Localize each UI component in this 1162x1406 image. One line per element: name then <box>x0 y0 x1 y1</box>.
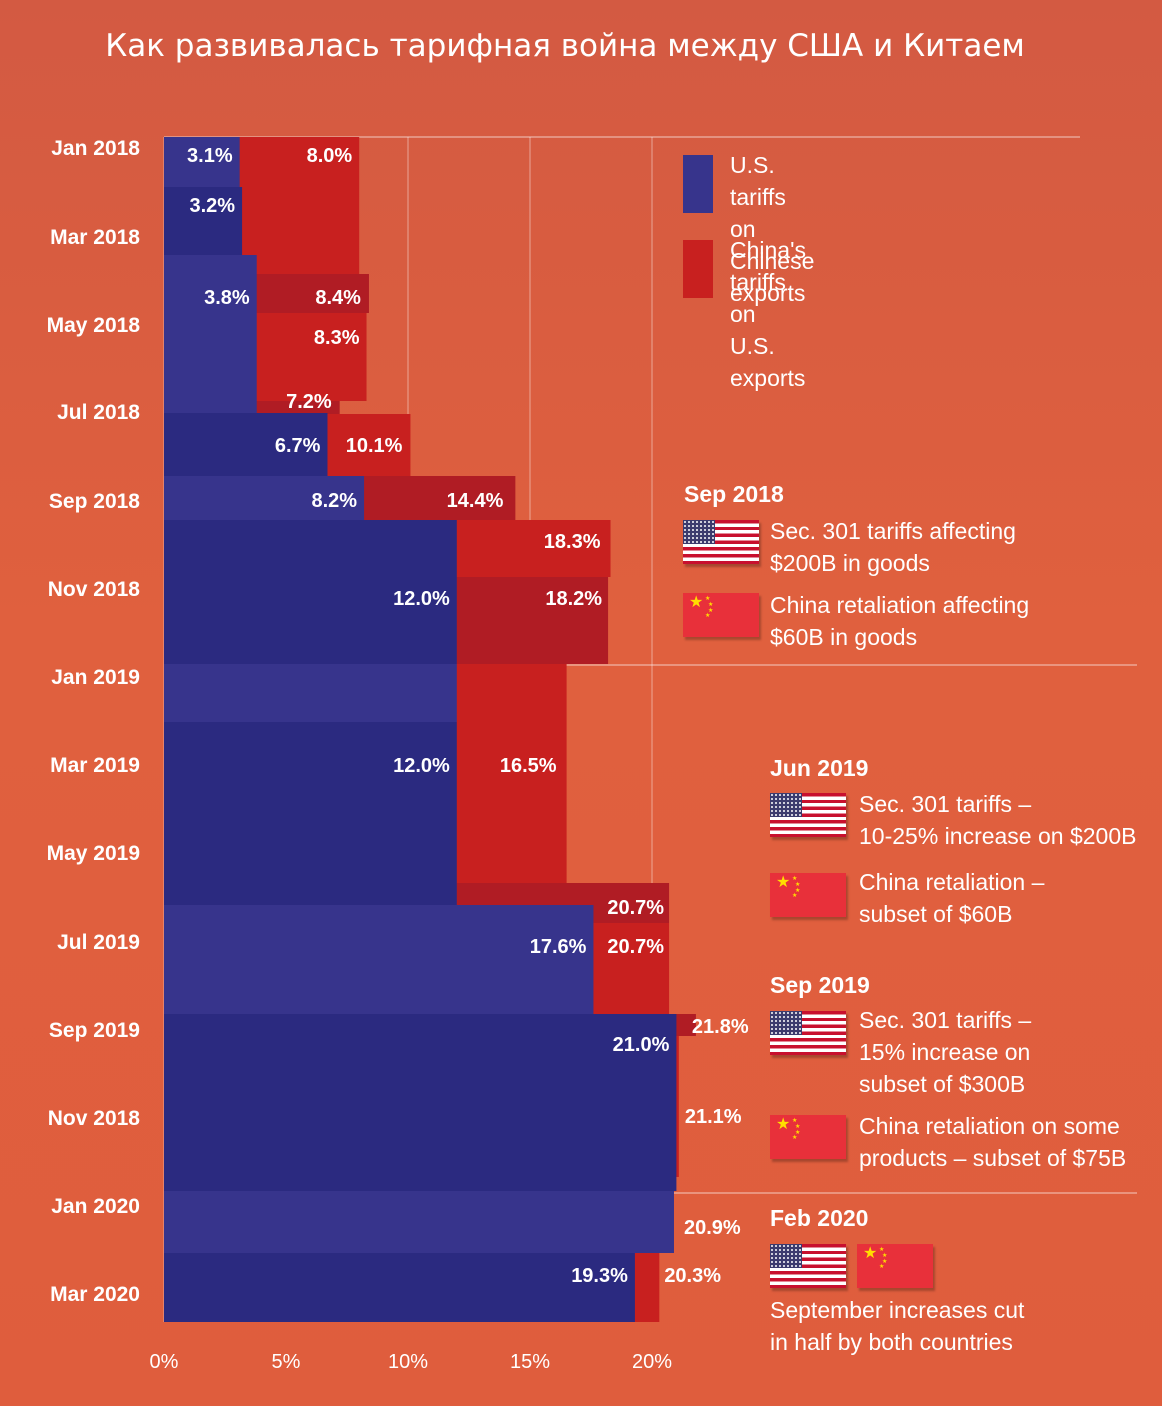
x-tick-label: 5% <box>272 1351 301 1373</box>
us-value-label: 21.0% <box>613 1034 670 1056</box>
china-flag-icon: ★ ★ ★ ★ ★ <box>770 1115 846 1159</box>
china-value-label: 20.7% <box>607 897 664 919</box>
x-tick-label: 0% <box>150 1351 179 1373</box>
china-value-label: 7.2% <box>286 391 332 413</box>
y-axis-label: Sep 2018 <box>49 490 140 513</box>
china-value-label: 8.4% <box>315 287 361 309</box>
china-value-label: 8.3% <box>314 327 360 349</box>
y-axis-label: May 2018 <box>47 314 141 337</box>
us-tariff-bar <box>164 520 457 664</box>
us-tariff-bar <box>164 413 328 476</box>
china-value-label: 18.2% <box>545 588 602 610</box>
china-flag-icon: ★ ★ ★ ★ ★ <box>770 873 846 917</box>
china-value-label: 21.8% <box>692 1016 749 1038</box>
us-tariff-bar <box>164 664 457 722</box>
us-value-label: 17.6% <box>530 936 587 958</box>
annotation-text: China retaliation on some products – sub… <box>859 1113 1127 1171</box>
y-axis-label: Nov 2018 <box>48 578 141 601</box>
us-value-label: 3.1% <box>187 145 233 167</box>
y-axis-label: Jul 2018 <box>57 401 140 424</box>
y-axis-label: Jan 2019 <box>51 666 140 689</box>
china-value-label: 8.0% <box>307 145 353 167</box>
annotation-date: Jun 2019 <box>770 755 869 781</box>
y-axis-label: May 2019 <box>47 842 140 865</box>
china-value-label: 20.9% <box>684 1217 741 1239</box>
annotation-text: Sec. 301 tariffs – 10-25% increase on $2… <box>859 791 1137 849</box>
y-axis-label: Mar 2019 <box>50 754 140 777</box>
annotation-text: China retaliation affecting $60B in good… <box>770 592 1030 650</box>
us-value-label: 8.2% <box>311 490 357 512</box>
legend-us-swatch <box>683 155 713 213</box>
china-flag-icon: ★ ★ ★ ★ ★ <box>683 593 759 637</box>
page-title: Как развивалась тарифная война между США… <box>105 28 1025 64</box>
y-axis-label: Jul 2019 <box>57 931 140 954</box>
us-value-label: 3.8% <box>204 287 250 309</box>
china-value-label: 14.4% <box>447 490 504 512</box>
annotation-text: China retaliation – subset of $60B <box>859 869 1045 927</box>
china-value-label: 16.5% <box>500 755 557 777</box>
us-tariff-bar <box>164 1014 677 1191</box>
us-flag-icon <box>770 1244 846 1288</box>
us-tariff-bar <box>164 1253 635 1322</box>
annotation-text: September increases cut in half by both … <box>770 1297 1025 1355</box>
y-axis-label: Jan 2018 <box>51 137 140 160</box>
x-tick-label: 20% <box>632 1351 672 1373</box>
china-flag-icon: ★ ★ ★ ★ ★ <box>857 1244 933 1288</box>
us-tariff-bar <box>164 905 594 1014</box>
y-axis-label: Sep 2019 <box>49 1019 140 1042</box>
us-tariff-bar <box>164 722 457 905</box>
china-value-label: 21.1% <box>685 1106 742 1128</box>
x-tick-label: 10% <box>388 1351 428 1373</box>
us-tariff-bar <box>164 255 257 413</box>
y-axis-label: Jan 2020 <box>51 1195 140 1218</box>
us-flag-icon <box>770 1011 846 1055</box>
us-value-label: 12.0% <box>393 588 450 610</box>
us-tariff-bar <box>164 1191 674 1253</box>
us-tariff-bar <box>164 137 240 187</box>
annotation-date: Sep 2018 <box>684 481 784 507</box>
us-flag-icon <box>683 520 759 564</box>
legend-us-label: U.S. tariffs on Chinese exports <box>730 152 815 306</box>
us-value-label: 12.0% <box>393 755 450 777</box>
china-value-label: 18.3% <box>544 531 601 553</box>
legend-cn-swatch <box>683 240 713 298</box>
legend-cn-label: China's tariffs on U.S. exports <box>730 237 806 391</box>
y-axis-label: Mar 2020 <box>50 1283 140 1306</box>
china-value-label: 20.3% <box>664 1265 721 1287</box>
us-value-label: 6.7% <box>275 435 321 457</box>
us-tariff-bar <box>164 187 243 255</box>
annotation-date: Sep 2019 <box>770 972 870 998</box>
china-value-label: 20.7% <box>607 936 664 958</box>
china-value-label: 10.1% <box>346 435 403 457</box>
annotation-text: Sec. 301 tariffs affecting $200B in good… <box>770 518 1016 576</box>
us-tariff-bar <box>164 476 365 520</box>
annotation-date: Feb 2020 <box>770 1205 869 1231</box>
us-value-label: 19.3% <box>571 1265 628 1287</box>
x-tick-label: 15% <box>510 1351 550 1373</box>
us-flag-icon <box>770 793 846 837</box>
us-value-label: 3.2% <box>189 195 235 217</box>
y-axis-label: Mar 2018 <box>50 226 140 249</box>
y-axis-label: Nov 2018 <box>48 1107 141 1130</box>
annotation-text: Sec. 301 tariffs – 15% increase on subse… <box>859 1007 1032 1097</box>
